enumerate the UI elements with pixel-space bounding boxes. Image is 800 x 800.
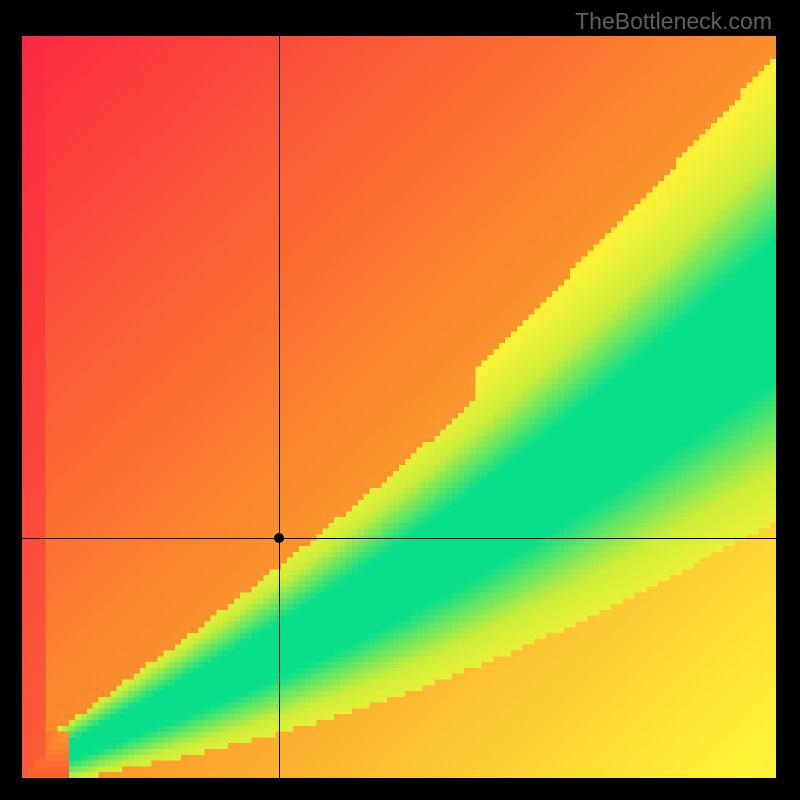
crosshair-vertical	[279, 36, 280, 778]
chart-container: TheBottleneck.com	[0, 0, 800, 800]
heatmap-canvas	[22, 36, 776, 778]
plot-area	[22, 36, 776, 778]
data-point-marker	[274, 533, 284, 543]
watermark-text: TheBottleneck.com	[575, 8, 772, 35]
crosshair-horizontal	[22, 538, 776, 539]
